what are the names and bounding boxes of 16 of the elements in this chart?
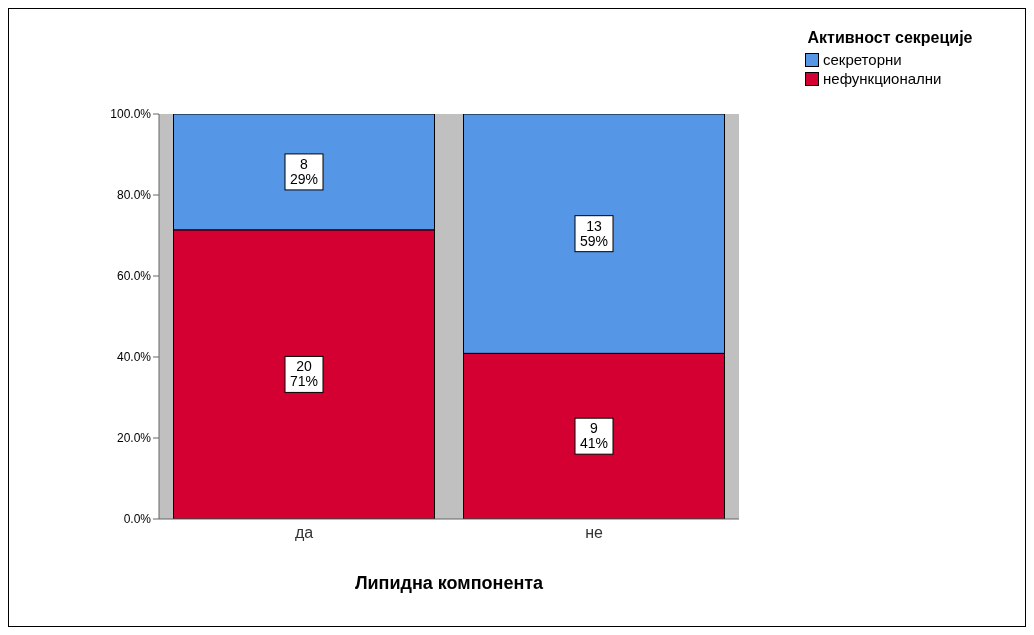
data-label: 13 59% (579, 217, 609, 249)
x-tick-label: да (294, 524, 314, 542)
x-axis-title: Липидна компонента (354, 573, 545, 593)
data-label: 20 71% (289, 358, 319, 390)
data-label: 8 29% (289, 155, 319, 187)
legend-label: нефункционални (823, 70, 942, 87)
y-tick-label: 20.0% (116, 431, 152, 446)
y-tick-label: 0.0% (123, 512, 152, 527)
legend-title: Активност секреције (806, 29, 974, 47)
legend-label: секреторни (823, 51, 902, 68)
y-tick-label: 100.0% (110, 107, 152, 122)
y-tick-label: 60.0% (116, 269, 152, 284)
x-tick-label: не (585, 524, 603, 542)
y-tick-label: 40.0% (116, 350, 152, 365)
data-label: 9 41% (579, 420, 609, 452)
y-tick-label: 80.0% (116, 188, 152, 203)
